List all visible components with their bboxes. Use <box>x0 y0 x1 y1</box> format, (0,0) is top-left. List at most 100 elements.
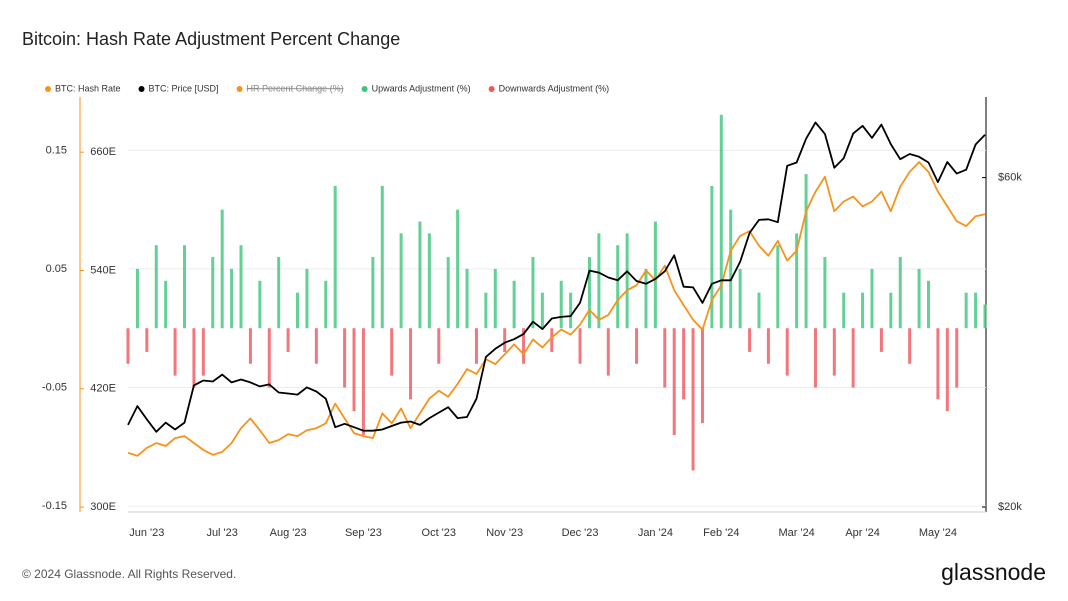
bar <box>456 209 460 329</box>
bar <box>955 328 959 388</box>
bar <box>936 328 940 400</box>
legend-marker <box>45 86 51 92</box>
bar <box>795 233 799 329</box>
bar <box>569 292 573 329</box>
bar <box>917 268 921 329</box>
bar <box>183 245 187 329</box>
x-tick-label: Jun '23 <box>129 527 164 539</box>
bar <box>587 257 591 329</box>
copyright: © 2024 Glassnode. All Rights Reserved. <box>22 567 236 581</box>
bar <box>446 257 450 329</box>
bar <box>908 328 912 364</box>
legend-marker <box>361 86 368 92</box>
bar <box>493 268 497 329</box>
bar <box>277 257 281 329</box>
y-tick-label: -0.05 <box>42 381 67 393</box>
y-tick-label: -0.15 <box>42 500 67 512</box>
legend-marker <box>138 86 145 92</box>
bar <box>879 328 883 352</box>
bar <box>851 328 855 388</box>
legend-marker <box>488 86 495 92</box>
y3-tick-label: $20k <box>998 501 1022 513</box>
legend-item[interactable]: Downwards Adjustment (%) <box>499 83 610 93</box>
bar <box>983 304 987 329</box>
y2-tick-label: 300E <box>90 501 116 513</box>
bar <box>173 328 177 376</box>
legend-marker <box>236 86 243 92</box>
x-tick-label: Dec '23 <box>562 527 599 539</box>
bar <box>154 245 158 329</box>
legend-item[interactable]: Upwards Adjustment (%) <box>372 83 471 93</box>
bar <box>766 328 770 364</box>
bar <box>211 257 215 329</box>
bar <box>465 268 469 329</box>
bar <box>870 268 874 329</box>
y-tick-label: 0.15 <box>46 144 67 156</box>
bar <box>135 268 139 329</box>
bar <box>531 257 535 329</box>
bar <box>474 328 478 364</box>
bar <box>945 328 949 412</box>
bar <box>267 328 271 388</box>
bar <box>898 257 902 329</box>
x-tick-label: Feb '24 <box>703 527 739 539</box>
bar <box>842 292 846 329</box>
bar <box>248 328 252 364</box>
bar <box>352 328 356 412</box>
x-tick-label: Apr '24 <box>845 527 880 539</box>
bar <box>437 328 441 364</box>
bar <box>813 328 817 388</box>
bar <box>126 328 130 364</box>
legend-item[interactable]: BTC: Price [USD] <box>149 83 219 93</box>
x-tick-label: Jan '24 <box>638 527 673 539</box>
bar <box>578 328 582 364</box>
bar <box>333 185 337 329</box>
x-tick-label: Oct '23 <box>422 527 457 539</box>
line <box>127 121 986 433</box>
x-tick-label: Nov '23 <box>486 527 523 539</box>
bar <box>719 114 723 329</box>
bar <box>258 280 262 329</box>
bar <box>361 328 365 435</box>
bar <box>343 328 347 388</box>
bar <box>776 245 780 329</box>
bar <box>663 328 667 388</box>
bar <box>729 209 733 329</box>
bar <box>757 292 761 329</box>
bar <box>625 233 629 329</box>
bar <box>503 328 507 352</box>
bar <box>409 328 413 400</box>
bar <box>512 280 516 329</box>
bar <box>522 328 526 364</box>
bar <box>653 221 657 329</box>
bar <box>926 280 930 329</box>
bar <box>616 245 620 329</box>
y-tick-label: 0.05 <box>46 263 67 275</box>
legend-item[interactable]: BTC: Hash Rate <box>55 83 121 93</box>
legend-item[interactable]: HR Percent Change (%) <box>247 83 344 93</box>
bar <box>201 328 205 376</box>
bar <box>220 209 224 329</box>
bar <box>540 292 544 329</box>
bar <box>804 174 808 329</box>
bar <box>418 221 422 329</box>
bar <box>700 328 704 424</box>
bar <box>748 328 752 352</box>
bar <box>710 185 714 329</box>
x-tick-label: Mar '24 <box>778 527 814 539</box>
bar <box>823 257 827 329</box>
brand-logo[interactable]: glassnode <box>941 559 1046 585</box>
bar <box>371 257 375 329</box>
bar <box>550 328 554 352</box>
y2-tick-label: 660E <box>90 146 116 158</box>
bar <box>164 280 168 329</box>
bar <box>324 280 328 329</box>
bar <box>239 245 243 329</box>
bar <box>597 233 601 329</box>
bar <box>399 233 403 329</box>
bar <box>390 328 394 376</box>
bar <box>644 268 648 329</box>
bar <box>635 328 639 364</box>
x-tick-label: Jul '23 <box>206 527 237 539</box>
